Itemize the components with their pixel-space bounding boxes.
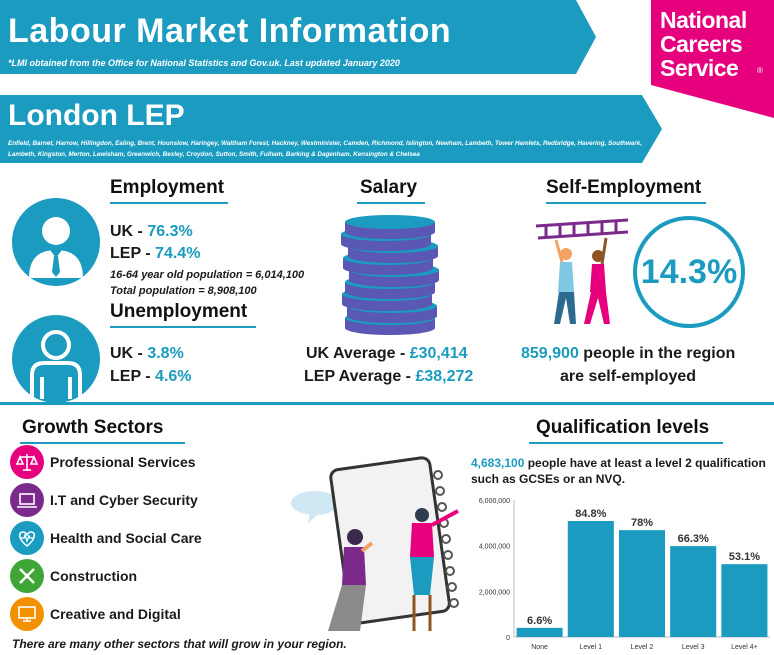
laptop-icon <box>10 483 44 517</box>
logo-line-3: Service <box>660 55 739 81</box>
logo-line-1: National <box>660 7 747 33</box>
bar-data-label: 6.6% <box>527 615 552 627</box>
salary-uk: UK Average - £30,414 <box>306 345 468 363</box>
qualification-text-1: people have at least a level 2 qualifica… <box>524 456 766 470</box>
sector-item: Health and Social Care <box>10 521 202 555</box>
heartbeat-icon <box>10 521 44 555</box>
sector-item: Construction <box>10 559 137 593</box>
salary-lep-label: LEP Average - <box>304 368 416 385</box>
people-carrying-ladder-illustration <box>532 214 629 334</box>
population-total: Total population = 8,908,100 <box>110 285 257 297</box>
self-employment-heading: Self-Employment <box>546 177 702 198</box>
x-tick-label: Level 1 <box>580 644 603 651</box>
y-tick-label: 0 <box>506 635 510 642</box>
bar-data-label: 84.8% <box>575 508 606 520</box>
bar <box>618 530 666 637</box>
unemployment-uk-value: 3.8% <box>147 345 184 362</box>
bar <box>516 627 563 637</box>
logo-registered-mark: ® <box>757 66 763 75</box>
sector-label: I.T and Cyber Security <box>50 492 198 508</box>
unemployment-lep-label: LEP - <box>110 368 156 385</box>
tools-icon <box>10 559 44 593</box>
employment-lep: LEP - 74.4% <box>110 245 200 263</box>
salary-lep: LEP Average - £38,272 <box>304 368 473 386</box>
bar <box>670 546 717 637</box>
salary-lep-value: £38,272 <box>415 368 474 385</box>
unemployment-uk: UK - 3.8% <box>110 345 184 363</box>
self-employment-percent: 14.3% <box>640 252 738 291</box>
sector-item: Professional Services <box>10 445 196 479</box>
sector-item: I.T and Cyber Security <box>10 483 198 517</box>
growth-sectors-footer: There are many other sectors that will g… <box>12 637 347 651</box>
employment-lep-value: 74.4% <box>155 245 201 262</box>
y-tick-label: 4,000,000 <box>479 544 510 551</box>
region-title: London LEP <box>8 99 185 132</box>
self-employment-percent-circle: 14.3% <box>633 216 745 328</box>
unemployment-heading: Unemployment <box>110 301 248 322</box>
salary-heading: Salary <box>360 177 418 198</box>
growth-sectors-list: Professional Services I.T and Cyber Secu… <box>10 445 310 635</box>
bar <box>567 521 614 637</box>
qualification-count: 4,683,100 <box>471 456 525 470</box>
sector-label: Health and Social Care <box>50 530 202 546</box>
unemployment-lep-value: 4.6% <box>155 368 192 385</box>
x-tick-label: None <box>531 644 548 651</box>
national-careers-service-logo[interactable]: National Careers Service ® <box>651 0 774 118</box>
employment-uk: UK - 76.3% <box>110 223 193 241</box>
employment-uk-value: 76.3% <box>147 223 193 240</box>
notebook-people-illustration <box>280 455 470 635</box>
scales-icon <box>10 445 44 479</box>
y-tick-label: 2,000,000 <box>479 589 510 596</box>
section-divider <box>0 402 774 405</box>
employee-avatar-icon <box>12 198 100 286</box>
logo-line-2: Careers <box>660 31 743 57</box>
sector-item: Creative and Digital <box>10 597 181 631</box>
employment-lep-label: LEP - <box>110 245 156 262</box>
bar-data-label: 78% <box>631 517 653 529</box>
person-outline-icon <box>12 315 100 403</box>
employment-heading: Employment <box>110 177 225 198</box>
bar-data-label: 53.1% <box>729 551 760 563</box>
x-tick-label: Level 3 <box>682 644 705 651</box>
y-tick-label: 6,000,000 <box>479 498 510 505</box>
salary-uk-value: £30,414 <box>409 345 468 362</box>
sector-label: Construction <box>50 568 138 584</box>
x-tick-label: Level 4+ <box>731 644 758 651</box>
self-employment-line-2: are self-employed <box>560 368 697 385</box>
qualification-bar-chart: 0 2,000,000 4,000,000 6,000,000 6.6% None 84.8… <box>479 498 770 651</box>
bar-data-label: 66.3% <box>678 533 709 545</box>
bar <box>721 564 768 637</box>
salary-underline <box>357 202 425 204</box>
unemployment-underline <box>110 326 256 328</box>
unemployment-lep: LEP - 4.6% <box>110 368 192 386</box>
self-employment-line-1: 859,900 people in the region <box>521 345 735 363</box>
qualification-line-1: 4,683,100 people have at least a level 2… <box>471 456 774 470</box>
unemployment-uk-label: UK - <box>110 345 148 362</box>
region-areas: Enfield, Barnet, Harrow, Hillingdon, Eal… <box>8 140 642 158</box>
self-employment-count: 859,900 <box>521 345 579 362</box>
sector-label: Creative and Digital <box>50 606 181 622</box>
qualification-heading: Qualification levels <box>536 417 710 438</box>
monitor-icon <box>10 597 44 631</box>
page-subtitle: *LMI obtained from the Office for Nation… <box>8 58 400 68</box>
self-employment-underline <box>546 202 706 204</box>
self-employment-text-1: people in the region <box>578 345 736 362</box>
growth-sectors-heading: Growth Sectors <box>22 417 164 438</box>
growth-sectors-underline <box>20 442 185 444</box>
sector-label: Professional Services <box>50 454 196 470</box>
qualification-line-2: such as GCSEs or an NVQ. <box>471 472 626 486</box>
x-tick-label: Level 2 <box>631 644 654 651</box>
region-banner: London LEP Enfield, Barnet, Harrow, Hill… <box>0 95 662 163</box>
employment-uk-label: UK - <box>110 223 148 240</box>
population-16-64: 16-64 year old population = 6,014,100 <box>110 269 305 281</box>
salary-uk-label: UK Average - <box>306 345 410 362</box>
header-banner: Labour Market Information *LMI obtained … <box>0 0 596 74</box>
employment-underline <box>110 202 228 204</box>
qualification-underline <box>529 442 723 444</box>
page-title: Labour Market Information <box>8 12 452 50</box>
coin-stack-icon <box>335 210 445 335</box>
